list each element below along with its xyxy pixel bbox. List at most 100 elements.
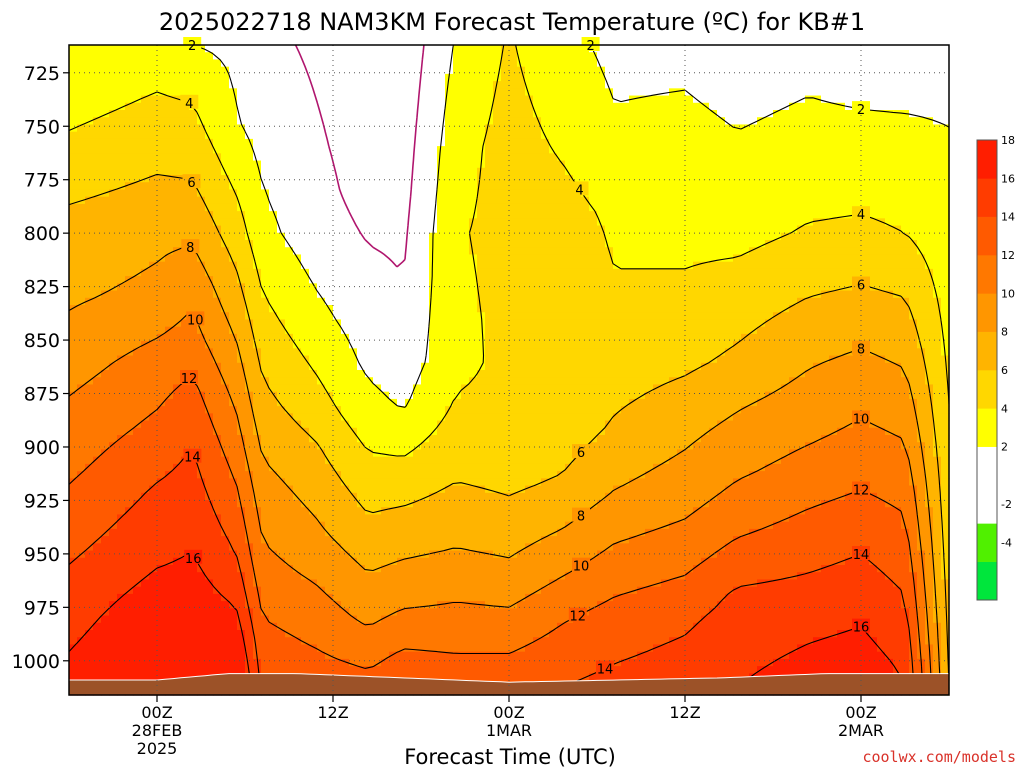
- field-cell: [365, 471, 374, 479]
- field-cell: [269, 95, 278, 104]
- field-cell: [173, 370, 182, 378]
- field-cell: [445, 153, 454, 162]
- field-cell: [501, 528, 510, 537]
- field-cell: [341, 218, 350, 227]
- field-cell: [237, 615, 246, 624]
- field-cell: [245, 138, 254, 147]
- field-cell: [501, 59, 510, 68]
- field-cell: [101, 160, 110, 169]
- field-cell: [269, 175, 278, 183]
- field-cell: [293, 377, 302, 386]
- field-cell: [245, 95, 254, 104]
- field-cell: [405, 651, 414, 660]
- field-cell: [229, 406, 238, 414]
- field-cell: [349, 73, 358, 82]
- field-cell: [341, 485, 350, 494]
- field-cell: [165, 398, 174, 407]
- field-cell: [109, 182, 118, 191]
- field-cell: [477, 189, 486, 198]
- field-cell: [445, 355, 454, 364]
- field-cell: [149, 406, 158, 414]
- field-cell: [381, 521, 390, 530]
- field-cell: [317, 189, 326, 198]
- field-cell: [453, 232, 462, 241]
- field-cell: [469, 203, 478, 212]
- field-cell: [213, 442, 222, 451]
- field-cell: [437, 203, 446, 212]
- field-cell: [461, 73, 470, 82]
- field-cell: [477, 651, 486, 660]
- field-cell: [493, 398, 502, 407]
- field-cell: [69, 370, 78, 378]
- field-cell: [397, 427, 406, 436]
- field-cell: [261, 413, 270, 422]
- field-cell: [181, 225, 190, 234]
- field-cell: [397, 110, 406, 118]
- field-cell: [485, 95, 494, 104]
- field-cell: [477, 406, 486, 414]
- field-cell: [237, 268, 246, 277]
- field-cell: [405, 398, 414, 407]
- field-cell: [293, 232, 302, 241]
- field-cell: [413, 312, 422, 321]
- field-cell: [229, 637, 238, 646]
- field-cell: [357, 658, 366, 667]
- field-cell: [77, 81, 86, 89]
- field-cell: [493, 189, 502, 198]
- field-cell: [389, 370, 398, 378]
- field-cell: [261, 211, 270, 219]
- field-cell: [261, 81, 270, 89]
- field-cell: [181, 413, 190, 422]
- field-cell: [93, 658, 102, 667]
- field-cell: [189, 463, 198, 472]
- field-cell: [445, 124, 454, 133]
- field-cell: [477, 478, 486, 487]
- field-cell: [469, 543, 478, 552]
- field-cell: [277, 463, 286, 472]
- field-cell: [413, 247, 422, 256]
- field-cell: [373, 182, 382, 191]
- field-cell: [253, 73, 262, 82]
- field-cell: [341, 81, 350, 89]
- field-cell: [509, 102, 518, 111]
- field-cell: [221, 398, 230, 407]
- field-cell: [421, 658, 430, 667]
- field-cell: [85, 182, 94, 191]
- field-cell: [437, 254, 446, 263]
- field-cell: [285, 203, 294, 212]
- field-cell: [453, 601, 462, 609]
- field-cell: [85, 59, 94, 68]
- field-cell: [69, 658, 78, 667]
- field-cell: [197, 500, 206, 508]
- field-cell: [173, 608, 182, 617]
- field-cell: [445, 586, 454, 595]
- field-cell: [221, 478, 230, 487]
- field-cell: [333, 333, 342, 342]
- field-cell: [461, 521, 470, 530]
- field-cell: [453, 175, 462, 183]
- field-cell: [213, 95, 222, 104]
- field-cell: [301, 261, 310, 270]
- field-cell: [133, 146, 142, 154]
- field-cell: [477, 550, 486, 559]
- field-cell: [181, 203, 190, 212]
- field-cell: [429, 658, 438, 667]
- field-cell: [333, 167, 342, 176]
- field-cell: [93, 167, 102, 176]
- field-cell: [389, 348, 398, 357]
- field-cell: [341, 160, 350, 169]
- field-cell: [309, 406, 318, 414]
- field-cell: [317, 182, 326, 191]
- field-cell: [309, 117, 318, 126]
- field-cell: [93, 622, 102, 631]
- field-cell: [261, 196, 270, 205]
- field-cell: [485, 384, 494, 393]
- field-cell: [477, 175, 486, 183]
- field-cell: [189, 225, 198, 234]
- field-cell: [285, 138, 294, 147]
- field-cell: [341, 117, 350, 126]
- field-cell: [365, 348, 374, 357]
- field-cell: [197, 644, 206, 653]
- field-cell: [429, 449, 438, 458]
- field-cell: [477, 102, 486, 111]
